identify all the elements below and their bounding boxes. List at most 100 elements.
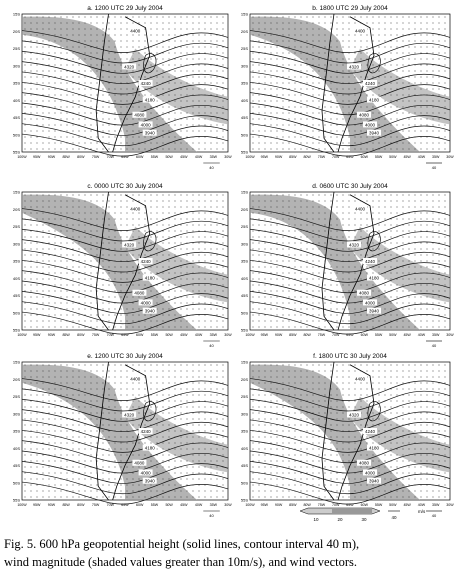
lon-label: 30W <box>446 155 454 159</box>
lon-label: 95W <box>33 503 41 507</box>
lon-label: 75W <box>92 503 100 507</box>
height-contour <box>143 401 157 422</box>
lon-label: 40W <box>195 155 203 159</box>
lat-label: 30S <box>13 63 20 68</box>
lon-label: 85W <box>62 155 70 159</box>
lon-label: 100W <box>17 155 27 159</box>
lat-label: 30S <box>13 411 20 416</box>
lon-label: 90W <box>48 503 56 507</box>
label-bg <box>128 27 143 34</box>
coastline <box>95 13 151 153</box>
lat-label: 40S <box>13 276 20 281</box>
lon-label: 65W <box>121 155 129 159</box>
panel-title: f. 1800 UTC 30 July 2004 <box>313 353 387 360</box>
height-contour <box>249 113 451 136</box>
lon-label: 60W <box>361 155 369 159</box>
label-bg <box>363 469 377 476</box>
lat-label: 55S <box>241 328 248 333</box>
label-bg <box>357 111 371 118</box>
height-contour <box>249 249 451 273</box>
colorbar: 10 20 30 40 m/s <box>299 507 426 522</box>
map-panel: c. 0000 UTC 30 July 2004 4400 4320 4240 4180… <box>13 183 232 348</box>
lat-label: 50S <box>13 132 20 137</box>
lon-label: 60W <box>361 333 369 337</box>
contour-label: 4180 <box>145 446 156 451</box>
map-panel: a. 1200 UTC 29 July 2004 4400 4320 4240 4180… <box>13 5 232 170</box>
lon-label: 85W <box>62 333 70 337</box>
lon-label: 85W <box>62 503 70 507</box>
contour-label: 4180 <box>145 276 156 281</box>
height-contour <box>249 398 451 422</box>
lon-label: 45W <box>180 155 188 159</box>
contour-label: 4400 <box>355 29 366 34</box>
lon-label: 80W <box>77 333 85 337</box>
lat-label: 40S <box>241 446 248 451</box>
label-bg <box>347 63 361 70</box>
lat-label: 40S <box>241 276 248 281</box>
height-contour <box>249 311 451 335</box>
lon-label: 35W <box>432 503 440 507</box>
map-panel: e. 1200 UTC 30 July 2004 4400 4320 4240 4180… <box>13 353 232 518</box>
height-contour <box>249 419 451 443</box>
height-contour <box>21 450 229 474</box>
label-bg <box>347 241 361 248</box>
lat-label: 50S <box>241 480 248 485</box>
caption-line: wind magnitude (shaded values greater th… <box>4 555 357 569</box>
lat-label: 20S <box>241 29 248 34</box>
height-contour <box>21 419 229 443</box>
contour-label: 3940 <box>145 131 156 136</box>
height-contour <box>21 239 229 263</box>
label-bg <box>128 205 143 212</box>
vector-ref: 40 <box>432 343 437 348</box>
lon-label: 30W <box>224 333 232 337</box>
height-contour <box>249 133 451 157</box>
height-contour <box>21 429 229 453</box>
contour-label: 4400 <box>355 377 366 382</box>
lat-label: 35S <box>241 429 248 434</box>
vector-ref: 40 <box>209 343 214 348</box>
contour-label: 4240 <box>365 81 376 86</box>
label-bg <box>363 121 377 128</box>
contour-label: 4080 <box>134 461 145 466</box>
lon-label: 55W <box>151 333 159 337</box>
lon-label: 100W <box>245 503 255 507</box>
lon-label: 30W <box>224 503 232 507</box>
lon-label: 45W <box>403 333 411 337</box>
height-contour <box>21 471 229 495</box>
lon-label: 75W <box>92 155 100 159</box>
height-contour <box>249 291 451 314</box>
lon-label: 60W <box>136 503 144 507</box>
label-bg <box>142 274 157 281</box>
lon-label: 50W <box>165 155 173 159</box>
lat-label: 50S <box>241 132 248 137</box>
label-bg <box>363 258 377 264</box>
lat-label: 40S <box>241 98 248 103</box>
contour-label: 4000 <box>365 122 376 127</box>
lon-label: 30W <box>224 155 232 159</box>
height-contour <box>21 301 229 325</box>
lat-label: 20S <box>13 377 20 382</box>
contour-label: 4180 <box>369 446 380 451</box>
label-bg <box>132 459 147 466</box>
lon-label: 50W <box>389 503 397 507</box>
lon-label: 100W <box>17 503 27 507</box>
lat-label: 55S <box>13 498 20 503</box>
lon-label: 80W <box>303 155 311 159</box>
label-bg <box>367 96 381 103</box>
lat-label: 15S <box>13 190 20 195</box>
label-bg <box>367 274 381 281</box>
height-contour <box>21 123 229 147</box>
lon-label: 45W <box>403 503 411 507</box>
label-bg <box>363 428 377 434</box>
contour-label: 4080 <box>134 113 145 118</box>
label-bg <box>138 258 153 264</box>
height-contour <box>249 71 451 95</box>
contour-label: 4240 <box>365 259 376 264</box>
contour-label: 4000 <box>365 470 376 475</box>
panel-title: e. 1200 UTC 30 July 2004 <box>87 353 163 360</box>
lon-label: 65W <box>346 333 354 337</box>
contour-label: 4320 <box>349 412 360 417</box>
vector-ref: 40 <box>432 513 437 518</box>
label-bg <box>367 444 381 451</box>
lat-label: 45S <box>241 463 248 468</box>
